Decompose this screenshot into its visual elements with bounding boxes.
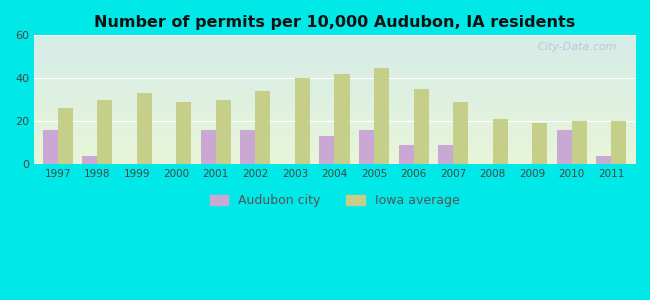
Text: City-Data.com: City-Data.com: [538, 42, 617, 52]
Bar: [240, 130, 255, 164]
Bar: [532, 123, 547, 164]
Bar: [216, 100, 231, 164]
Bar: [255, 91, 270, 164]
Bar: [295, 78, 310, 164]
Bar: [58, 108, 73, 164]
Bar: [611, 121, 627, 164]
Bar: [136, 93, 152, 164]
Bar: [556, 130, 572, 164]
Bar: [176, 102, 191, 164]
Bar: [398, 145, 413, 164]
Bar: [201, 130, 216, 164]
Bar: [438, 145, 453, 164]
Bar: [596, 156, 611, 164]
Bar: [319, 136, 335, 164]
Bar: [83, 156, 98, 164]
Legend: Audubon city, Iowa average: Audubon city, Iowa average: [205, 189, 464, 212]
Bar: [493, 119, 508, 164]
Title: Number of permits per 10,000 Audubon, IA residents: Number of permits per 10,000 Audubon, IA…: [94, 15, 575, 30]
Bar: [413, 89, 428, 164]
Bar: [43, 130, 58, 164]
Bar: [359, 130, 374, 164]
Bar: [98, 100, 112, 164]
Bar: [453, 102, 468, 164]
Bar: [572, 121, 587, 164]
Bar: [335, 74, 350, 164]
Bar: [374, 68, 389, 164]
